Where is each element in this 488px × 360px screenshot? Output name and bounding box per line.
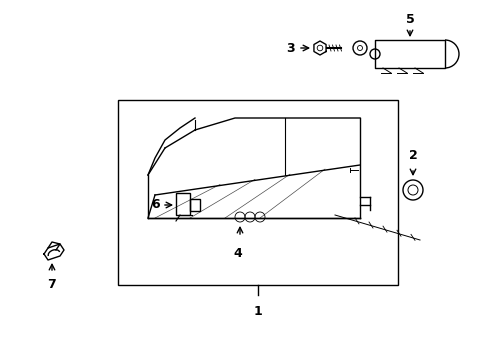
Bar — [118, 100, 397, 285]
Text: 3: 3 — [286, 41, 294, 54]
Bar — [374, 40, 444, 68]
Text: 1: 1 — [253, 305, 262, 318]
Bar — [176, 193, 190, 215]
Text: 2: 2 — [408, 149, 417, 162]
Bar — [190, 199, 200, 211]
Text: 4: 4 — [233, 247, 242, 260]
Text: 5: 5 — [405, 13, 413, 26]
Text: 7: 7 — [47, 278, 56, 291]
Text: 6: 6 — [151, 198, 160, 211]
